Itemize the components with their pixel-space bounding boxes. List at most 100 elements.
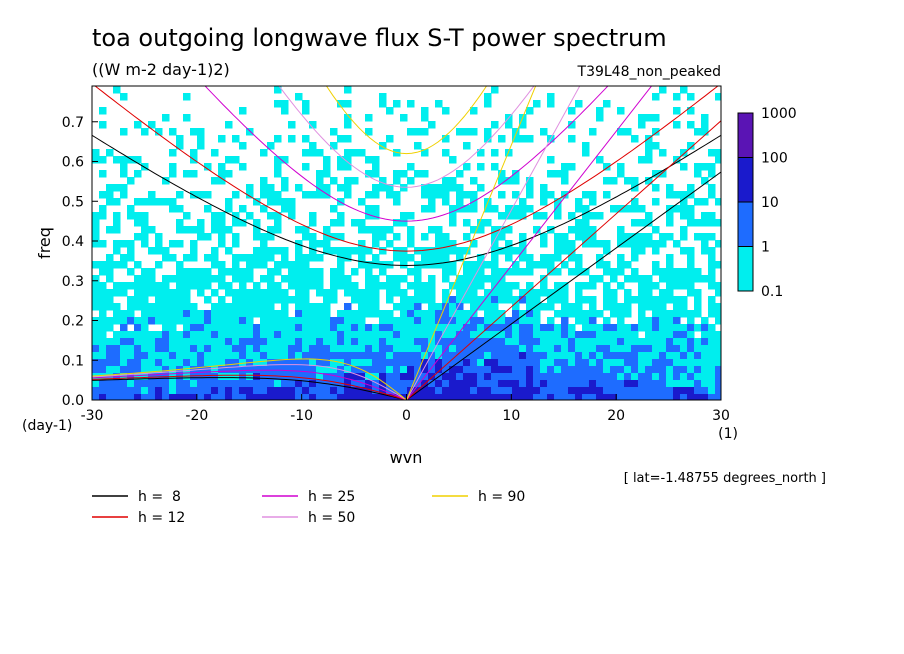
spectrum-cell — [694, 128, 702, 136]
spectrum-cell — [582, 296, 590, 304]
spectrum-cell — [127, 394, 135, 400]
spectrum-cell — [652, 226, 660, 234]
spectrum-cell — [190, 254, 198, 262]
spectrum-cell — [687, 205, 695, 213]
spectrum-cell — [155, 240, 163, 248]
spectrum-cell — [491, 296, 499, 304]
spectrum-cell — [141, 380, 149, 388]
spectrum-cell — [295, 93, 303, 101]
spectrum-cell — [239, 303, 247, 311]
spectrum-cell — [169, 163, 177, 171]
spectrum-cell — [344, 282, 352, 290]
spectrum-cell — [666, 289, 674, 297]
spectrum-cell — [344, 163, 352, 171]
spectrum-cell — [442, 198, 450, 206]
spectrum-cell — [106, 303, 114, 311]
spectrum-cell — [421, 345, 429, 353]
spectrum-cell — [99, 121, 107, 129]
spectrum-cell — [631, 296, 639, 304]
spectrum-cell — [211, 366, 219, 374]
spectrum-cell — [253, 233, 261, 241]
spectrum-cell — [449, 345, 457, 353]
spectrum-cell — [232, 156, 240, 164]
spectrum-cell — [316, 184, 324, 192]
spectrum-cell — [365, 212, 373, 220]
x-unit-label: (1) — [718, 426, 738, 442]
spectrum-cell — [99, 373, 107, 381]
spectrum-cell — [295, 226, 303, 234]
spectrum-cell — [372, 289, 380, 297]
spectrum-cell — [148, 303, 156, 311]
spectrum-cell — [232, 212, 240, 220]
spectrum-cell — [155, 282, 163, 290]
spectrum-cell — [428, 296, 436, 304]
spectrum-cell — [505, 226, 513, 234]
spectrum-cell — [386, 359, 394, 367]
spectrum-cell — [274, 296, 282, 304]
spectrum-cell — [365, 345, 373, 353]
spectrum-cell — [526, 387, 534, 395]
spectrum-cell — [498, 177, 506, 185]
spectrum-cell — [694, 366, 702, 374]
spectrum-cell — [260, 380, 268, 388]
spectrum-cell — [288, 317, 296, 325]
spectrum-cell — [652, 128, 660, 136]
spectrum-cell — [715, 338, 721, 346]
spectrum-cell — [435, 366, 443, 374]
spectrum-cell — [190, 303, 198, 311]
spectrum-cell — [204, 296, 212, 304]
spectrum-cell — [330, 268, 338, 276]
spectrum-cell — [295, 394, 303, 400]
spectrum-cell — [176, 303, 184, 311]
spectrum-cell — [113, 310, 121, 318]
spectrum-cell — [113, 282, 121, 290]
spectrum-cell — [386, 331, 394, 339]
spectrum-cell — [281, 205, 289, 213]
spectrum-cell — [127, 177, 135, 185]
spectrum-cell — [463, 268, 471, 276]
spectrum-cell — [218, 366, 226, 374]
spectrum-cell — [617, 128, 625, 136]
spectrum-cell — [449, 324, 457, 332]
spectrum-cell — [295, 254, 303, 262]
spectrum-cell — [344, 156, 352, 164]
spectrum-cell — [519, 296, 527, 304]
spectrum-cell — [435, 247, 443, 255]
spectrum-cell — [316, 177, 324, 185]
spectrum-cell — [267, 275, 275, 283]
spectrum-cell — [113, 366, 121, 374]
spectrum-cell — [295, 324, 303, 332]
spectrum-cell — [211, 226, 219, 234]
spectrum-cell — [379, 394, 387, 400]
spectrum-cell — [204, 338, 212, 346]
spectrum-cell — [470, 338, 478, 346]
spectrum-cell — [715, 373, 721, 381]
spectrum-cell — [540, 282, 548, 290]
spectrum-cell — [442, 359, 450, 367]
spectrum-cell — [351, 296, 359, 304]
spectrum-cell — [526, 177, 534, 185]
spectrum-cell — [386, 226, 394, 234]
spectrum-cell — [113, 240, 121, 248]
spectrum-cell — [659, 317, 667, 325]
spectrum-cell — [400, 387, 408, 395]
spectrum-cell — [190, 352, 198, 360]
spectrum-cell — [253, 226, 261, 234]
spectrum-cell — [127, 331, 135, 339]
legend: h = 8h = 12h = 25h = 50h = 90 — [92, 489, 525, 526]
spectrum-cell — [421, 114, 429, 122]
spectrum-cell — [680, 198, 688, 206]
spectrum-cell — [708, 233, 716, 241]
spectrum-cell — [358, 247, 366, 255]
spectrum-cell — [204, 394, 212, 400]
spectrum-cell — [281, 100, 289, 108]
spectrum-cell — [561, 394, 569, 400]
spectrum-cell — [316, 380, 324, 388]
spectrum-cell — [99, 282, 107, 290]
spectrum-cell — [302, 331, 310, 339]
spectrum-cell — [204, 268, 212, 276]
spectrum-cell — [141, 359, 149, 367]
spectrum-cell — [673, 121, 681, 129]
spectrum-cell — [309, 324, 317, 332]
y-tick-label: 0.4 — [62, 234, 84, 250]
